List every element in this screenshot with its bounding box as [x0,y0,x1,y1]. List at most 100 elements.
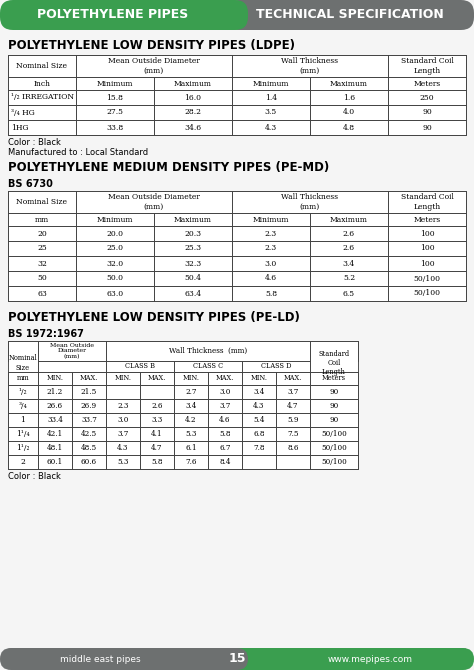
Text: 8.6: 8.6 [287,444,299,452]
Bar [276,372,310,385]
Bar [154,90,232,105]
Text: 20: 20 [37,230,47,237]
Bar [232,55,388,77]
Text: 50/100: 50/100 [413,275,440,283]
Bar [174,399,208,413]
Text: 63: 63 [37,289,47,297]
Bar [106,361,174,372]
Bar [8,399,38,413]
Bar [76,213,154,226]
Bar [154,271,232,286]
Text: MAX.: MAX. [80,375,98,383]
Text: 2.6: 2.6 [343,245,355,253]
Text: Maximum: Maximum [174,216,212,224]
Bar [8,77,76,90]
Bar [106,413,140,427]
Bar [8,90,466,105]
Bar [174,413,208,427]
Text: 4.6: 4.6 [219,416,231,424]
Bar [310,441,358,455]
Bar [8,226,466,241]
Text: 28.2: 28.2 [184,109,201,117]
Text: 20.0: 20.0 [107,230,124,237]
Bar [38,399,72,413]
Text: 7.5: 7.5 [287,430,299,438]
Bar [38,341,106,361]
Bar [310,385,358,399]
Bar [8,385,38,399]
Bar [140,413,174,427]
Text: 4.2: 4.2 [185,416,197,424]
Text: 5.3: 5.3 [185,430,197,438]
Bar [8,105,76,120]
Bar [242,385,276,399]
Text: 3.4: 3.4 [343,259,355,267]
Text: 33.4: 33.4 [47,416,63,424]
Bar [8,271,466,286]
Text: 1.6: 1.6 [343,94,355,101]
Text: 63.4: 63.4 [184,289,201,297]
Text: Minimum: Minimum [253,216,289,224]
Text: POLYETHYLENE MEDIUM DENSITY PIPES (PE-MD): POLYETHYLENE MEDIUM DENSITY PIPES (PE-MD… [8,161,329,174]
Bar [72,455,106,469]
Bar [8,372,38,385]
Bar [232,120,310,135]
Text: Maximum: Maximum [330,216,368,224]
Bar [106,385,140,399]
FancyBboxPatch shape [0,0,248,30]
Text: 4.1: 4.1 [151,430,163,438]
Bar [310,271,388,286]
Bar [154,120,232,135]
Text: 3.7: 3.7 [287,388,299,396]
Bar [72,427,106,441]
Bar [232,213,310,226]
Bar [8,413,358,427]
Text: 250: 250 [419,94,434,101]
Bar [76,191,232,213]
Bar [8,341,358,361]
Bar [76,226,154,241]
Bar [174,441,208,455]
Text: 50/100: 50/100 [321,430,347,438]
Bar [154,226,232,241]
Bar [38,385,72,399]
Bar [8,441,38,455]
Text: 63.0: 63.0 [107,289,124,297]
Bar [276,441,310,455]
Text: 21.2: 21.2 [47,388,63,396]
Bar [310,226,388,241]
Bar [72,385,106,399]
Bar [242,361,310,372]
Bar [72,413,106,427]
Bar [76,271,154,286]
Bar [8,241,466,256]
Text: MAX.: MAX. [284,375,302,383]
Bar [140,385,174,399]
Text: 25.0: 25.0 [107,245,124,253]
Bar [310,399,358,413]
Text: 90: 90 [329,416,338,424]
Bar [276,399,310,413]
Text: Maximum: Maximum [174,80,212,88]
Bar [208,385,242,399]
Bar [388,213,466,226]
Text: 4.0: 4.0 [343,109,355,117]
Text: 48.1: 48.1 [47,444,63,452]
Text: 6.7: 6.7 [219,444,231,452]
Text: 60.6: 60.6 [81,458,97,466]
Text: 5.8: 5.8 [151,458,163,466]
Text: Meters: Meters [413,80,441,88]
Text: 5.2: 5.2 [343,275,355,283]
Text: MIN.: MIN. [46,375,64,383]
Bar [76,55,232,77]
Bar [76,105,154,120]
Text: Mean Outside
Diameter
(mm): Mean Outside Diameter (mm) [50,342,94,359]
Bar [310,427,358,441]
Bar [208,427,242,441]
Text: MIN.: MIN. [250,375,267,383]
Bar [8,213,76,226]
Bar [140,399,174,413]
Bar [242,399,276,413]
Text: POLYETHYLENE LOW DENSITY PIPES (LDPE): POLYETHYLENE LOW DENSITY PIPES (LDPE) [8,40,295,52]
Text: Nominal
Size: Nominal Size [9,354,37,372]
